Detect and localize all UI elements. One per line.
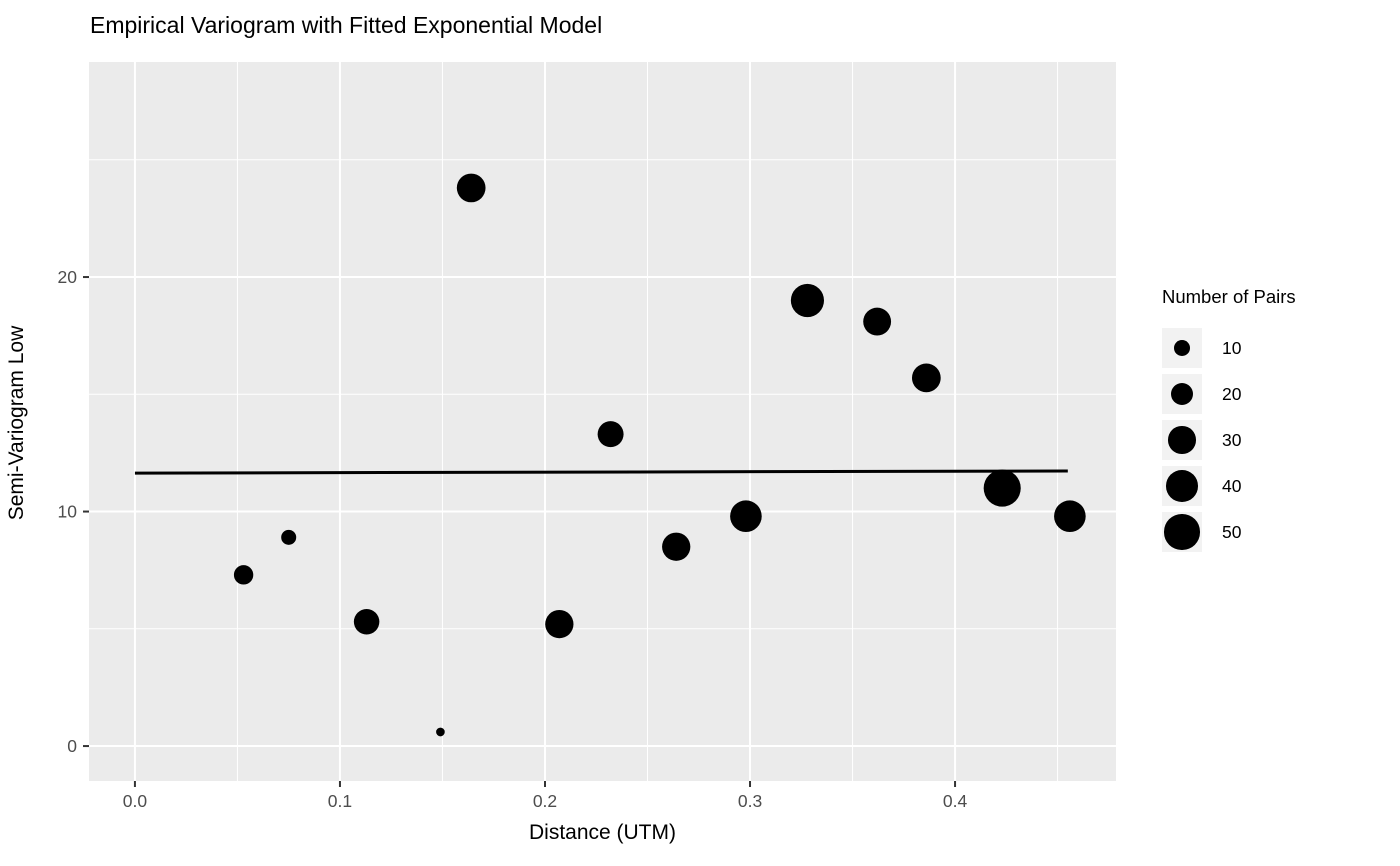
- x-tick-label: 0.1: [328, 791, 352, 811]
- data-point: [983, 469, 1021, 507]
- legend-entry-20: 20: [1162, 374, 1400, 414]
- data-point: [863, 307, 892, 336]
- legend-key: [1162, 512, 1202, 552]
- legend-entry-50: 50: [1162, 512, 1400, 552]
- legend-entry-10: 10: [1162, 328, 1400, 368]
- legend-key: [1162, 374, 1202, 414]
- legend-size-circle-icon: [1166, 470, 1198, 502]
- legend-size-circle-icon: [1170, 382, 1194, 406]
- legend: Number of Pairs 10 20 30 40 50: [1155, 286, 1400, 558]
- legend-label: 20: [1222, 383, 1242, 404]
- x-tick-label: 0.2: [533, 791, 557, 811]
- legend-title: Number of Pairs: [1162, 286, 1296, 307]
- fitted-model-line: [134, 469, 1068, 475]
- legend-key: [1162, 420, 1202, 460]
- x-tick-label: 0.0: [123, 791, 148, 811]
- legend-entry-30: 30: [1162, 420, 1400, 460]
- legend-size-circle-icon: [1168, 426, 1196, 454]
- legend-items: 10 20 30 40 50: [1155, 328, 1400, 552]
- data-point: [730, 500, 762, 533]
- data-point: [456, 173, 486, 203]
- y-tick-label: 10: [58, 502, 78, 522]
- y-axis-title: Semi-Variogram Low: [5, 325, 28, 521]
- y-tick-label: 0: [67, 736, 77, 756]
- data-point: [233, 565, 254, 585]
- plot-panel-bg: [89, 62, 1116, 781]
- x-axis-title: Distance (UTM): [528, 821, 676, 844]
- y-tick-label: 20: [58, 267, 78, 287]
- chart-title: Empirical Variogram with Fitted Exponent…: [90, 12, 603, 38]
- data-point: [1054, 500, 1086, 533]
- data-point: [281, 529, 297, 545]
- data-point: [790, 283, 825, 318]
- legend-size-circle-icon: [1164, 514, 1200, 550]
- data-point: [436, 727, 445, 737]
- data-point: [353, 609, 380, 635]
- legend-key: [1162, 328, 1202, 368]
- legend-label: 40: [1222, 475, 1242, 496]
- legend-label: 50: [1222, 521, 1242, 542]
- legend-key: [1162, 466, 1202, 506]
- data-point: [911, 363, 941, 393]
- data-point: [662, 532, 691, 561]
- x-tick-label: 0.3: [738, 791, 762, 811]
- legend-label: 30: [1222, 429, 1242, 450]
- legend-label: 10: [1222, 337, 1242, 358]
- data-point: [597, 421, 624, 448]
- legend-size-circle-icon: [1174, 340, 1190, 356]
- legend-entry-40: 40: [1162, 466, 1400, 506]
- x-tick-label: 0.4: [943, 791, 968, 811]
- data-point: [545, 609, 574, 639]
